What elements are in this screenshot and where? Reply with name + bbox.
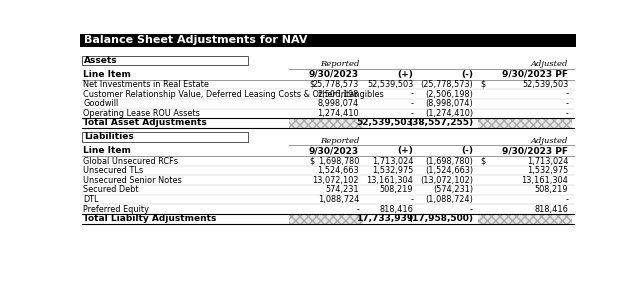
Text: 52,539,503: 52,539,503 <box>522 80 568 89</box>
Text: Adjusted: Adjusted <box>531 60 568 68</box>
Bar <box>81 132 248 142</box>
Text: (2,506,198): (2,506,198) <box>425 89 473 99</box>
Text: 818,416: 818,416 <box>534 205 568 214</box>
Text: 52,539,503: 52,539,503 <box>367 80 413 89</box>
Text: Preferred Equity: Preferred Equity <box>83 205 149 214</box>
Text: (1,698,780): (1,698,780) <box>425 156 473 166</box>
Bar <box>289 118 363 128</box>
Text: 13,161,304: 13,161,304 <box>522 176 568 185</box>
Text: 9/30/2023 PF: 9/30/2023 PF <box>502 70 568 79</box>
Text: Balance Sheet Adjustments for NAV: Balance Sheet Adjustments for NAV <box>84 35 307 45</box>
Text: Reported: Reported <box>319 137 359 145</box>
Text: -: - <box>565 89 568 99</box>
Text: 508,219: 508,219 <box>535 186 568 194</box>
Text: (13,072,102): (13,072,102) <box>420 176 473 185</box>
Text: -: - <box>410 89 413 99</box>
Text: 818,416: 818,416 <box>380 205 413 214</box>
Text: 1,713,024: 1,713,024 <box>527 156 568 166</box>
Text: (+): (+) <box>397 146 413 155</box>
Text: 9/30/2023 PF: 9/30/2023 PF <box>502 146 568 155</box>
Text: Unsecured Senior Notes: Unsecured Senior Notes <box>83 176 182 185</box>
Text: 574,231: 574,231 <box>325 186 359 194</box>
Text: 52,539,503: 52,539,503 <box>356 119 413 127</box>
Text: 25,778,573: 25,778,573 <box>313 80 359 89</box>
Text: Customer Relationship Value, Deferred Leasing Costs & Other Intangibles: Customer Relationship Value, Deferred Le… <box>83 89 384 99</box>
Text: Reported: Reported <box>319 60 359 68</box>
Text: 13,072,102: 13,072,102 <box>312 176 359 185</box>
Text: Secured Debt: Secured Debt <box>83 186 139 194</box>
Text: Goodwill: Goodwill <box>83 99 118 108</box>
Text: -: - <box>410 109 413 118</box>
Text: (1,524,663): (1,524,663) <box>425 166 473 175</box>
Text: Line Item: Line Item <box>83 70 131 79</box>
Bar <box>478 118 572 128</box>
Text: 1,532,975: 1,532,975 <box>527 166 568 175</box>
Text: Total Liabilty Adjustments: Total Liabilty Adjustments <box>83 214 216 223</box>
Text: (17,958,500): (17,958,500) <box>408 214 473 223</box>
Text: -: - <box>565 109 568 118</box>
Text: 8,998,074: 8,998,074 <box>317 99 359 108</box>
Text: DTL: DTL <box>83 195 99 204</box>
Text: -: - <box>565 99 568 108</box>
Text: Line Item: Line Item <box>83 146 131 155</box>
Text: Adjusted: Adjusted <box>531 137 568 145</box>
Text: 508,219: 508,219 <box>380 186 413 194</box>
Text: 17,733,939: 17,733,939 <box>356 214 413 223</box>
Text: 1,713,024: 1,713,024 <box>372 156 413 166</box>
Text: Net Investments in Real Estate: Net Investments in Real Estate <box>83 80 209 89</box>
Bar <box>80 34 576 46</box>
Text: $: $ <box>309 80 314 89</box>
Text: Liabilities: Liabilities <box>84 133 134 141</box>
Text: $: $ <box>480 80 485 89</box>
Text: (25,778,573): (25,778,573) <box>420 80 473 89</box>
Bar <box>289 214 363 224</box>
Text: (1,274,410): (1,274,410) <box>425 109 473 118</box>
Text: Assets: Assets <box>84 56 118 65</box>
Text: (8,998,074): (8,998,074) <box>425 99 473 108</box>
Text: -: - <box>565 195 568 204</box>
Text: 13,161,304: 13,161,304 <box>366 176 413 185</box>
Text: -: - <box>356 205 359 214</box>
Text: (38,557,255): (38,557,255) <box>408 119 473 127</box>
Text: -: - <box>410 195 413 204</box>
Text: 1,088,724: 1,088,724 <box>317 195 359 204</box>
Text: 9/30/2023: 9/30/2023 <box>309 70 359 79</box>
Text: -: - <box>470 205 473 214</box>
Text: 1,698,780: 1,698,780 <box>317 156 359 166</box>
Text: 9/30/2023: 9/30/2023 <box>309 146 359 155</box>
Text: Unsecured TLs: Unsecured TLs <box>83 166 143 175</box>
Text: (-): (-) <box>461 70 473 79</box>
Text: $: $ <box>309 156 314 166</box>
Text: Operating Lease ROU Assets: Operating Lease ROU Assets <box>83 109 200 118</box>
Bar <box>478 214 572 224</box>
Text: $: $ <box>480 156 485 166</box>
Text: (1,088,724): (1,088,724) <box>425 195 473 204</box>
Text: Total Asset Adjustments: Total Asset Adjustments <box>83 119 207 127</box>
Text: 1,532,975: 1,532,975 <box>372 166 413 175</box>
Text: 1,524,663: 1,524,663 <box>317 166 359 175</box>
Text: (+): (+) <box>397 70 413 79</box>
Text: Global Unsecured RCFs: Global Unsecured RCFs <box>83 156 178 166</box>
Text: 1,274,410: 1,274,410 <box>317 109 359 118</box>
Text: -: - <box>410 99 413 108</box>
Text: 2,506,198: 2,506,198 <box>317 89 359 99</box>
Bar <box>81 56 248 65</box>
Text: (-): (-) <box>461 146 473 155</box>
Text: (574,231): (574,231) <box>433 186 473 194</box>
